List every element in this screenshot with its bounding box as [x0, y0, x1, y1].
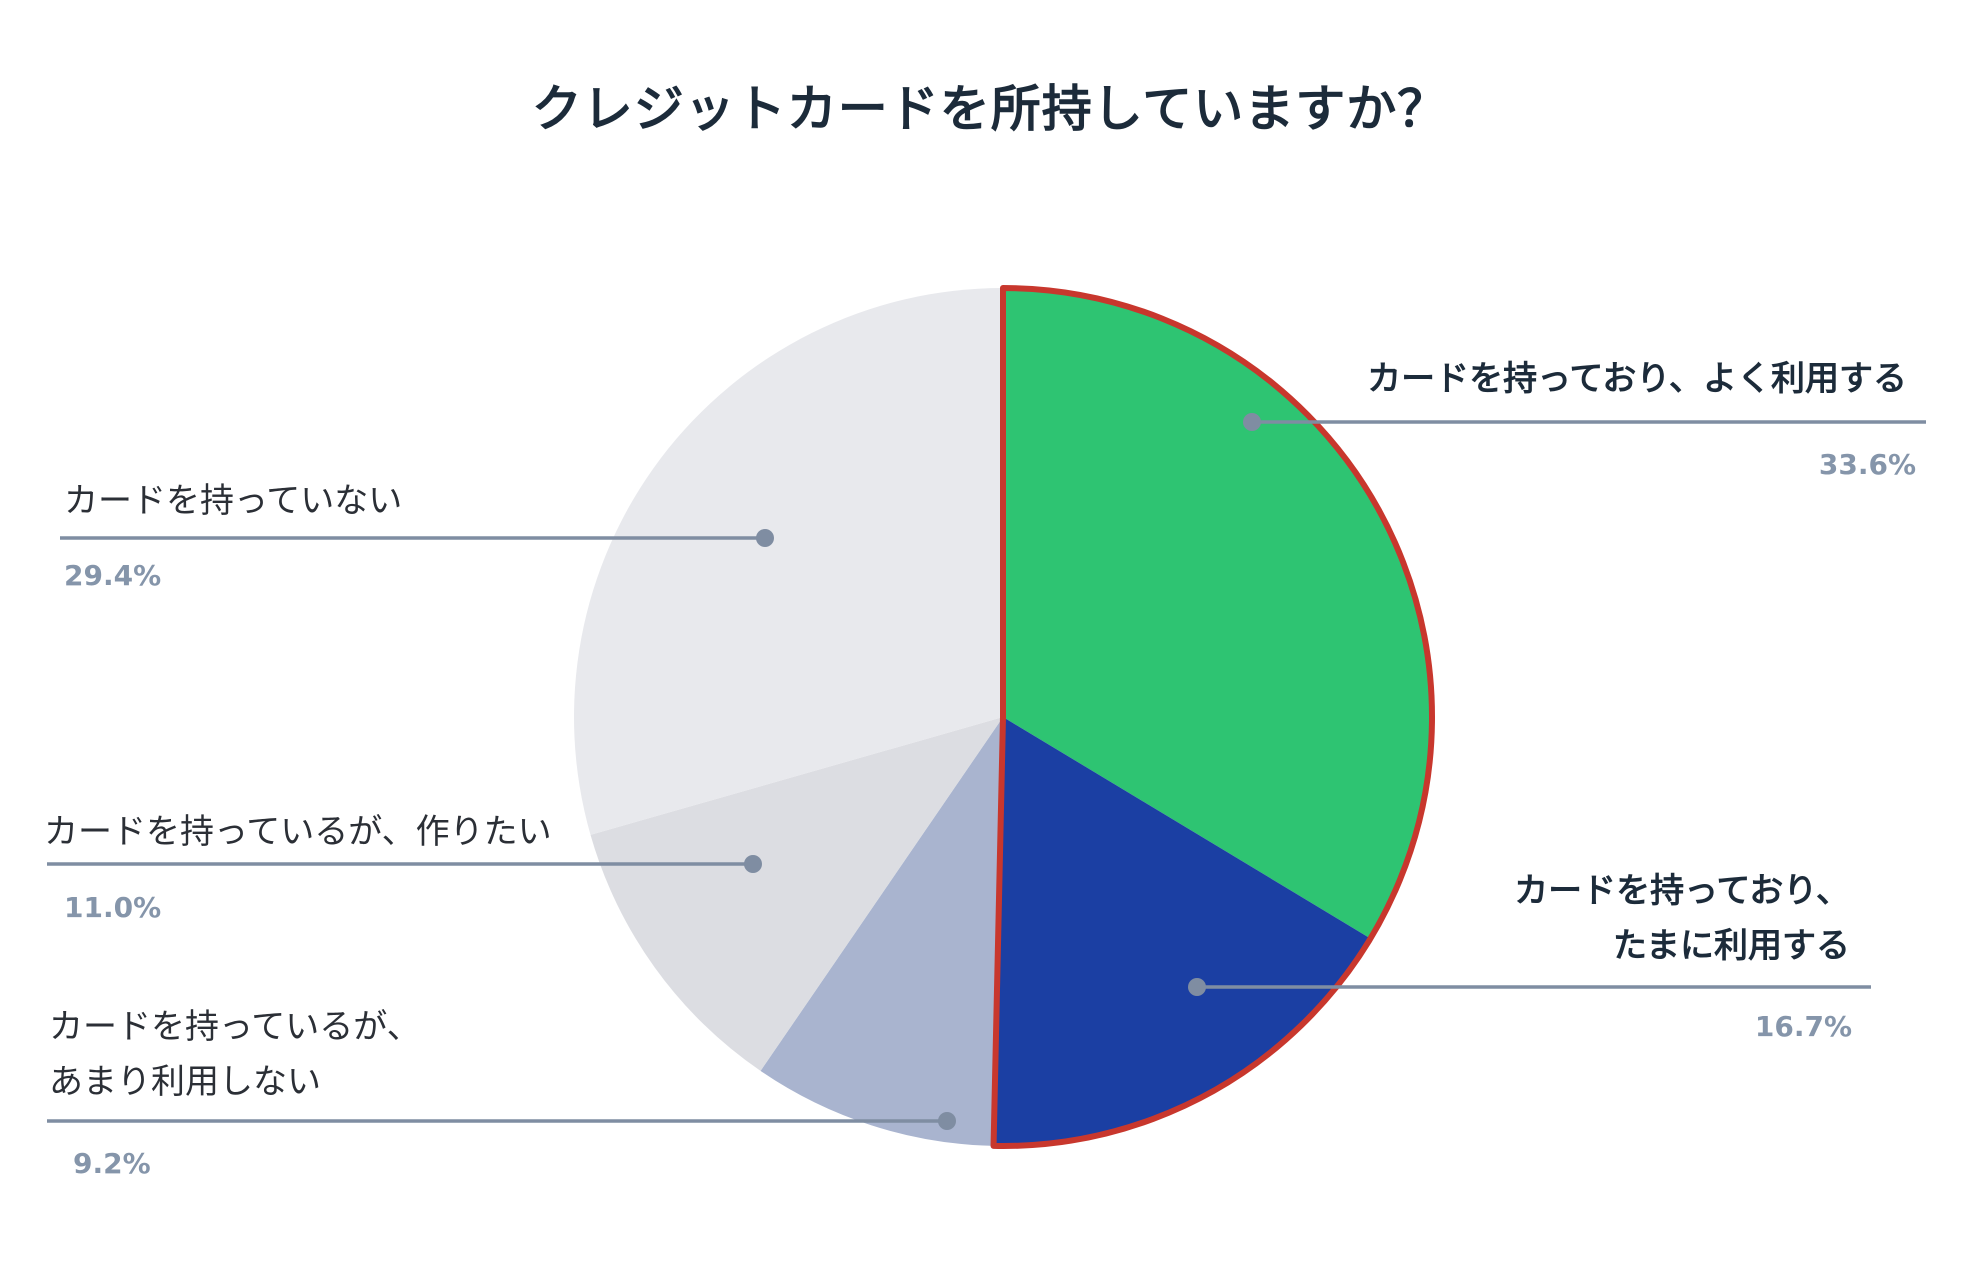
slice-label-line: あまり利用しない: [49, 1062, 321, 1102]
slice-label-use-often: カードを持っており、よく利用する: [1367, 352, 1907, 407]
slice-value-use-often: 33.6%: [1818, 448, 1916, 481]
pie-slice-use-sometimes: [993, 717, 1371, 1146]
slice-label-line: カードを持っていない: [64, 481, 403, 521]
leader-dot-want-to-make: [744, 855, 762, 873]
leader-dot-no-card: [756, 529, 774, 547]
highlight-outline: [990, 285, 1435, 1149]
leader-dot-rarely-use: [938, 1112, 956, 1130]
slice-label-want-to-make: カードを持っているが、作りたい: [44, 805, 552, 860]
leader-dot-use-sometimes: [1188, 978, 1206, 996]
slice-value-use-sometimes: 16.7%: [1754, 1010, 1852, 1043]
slice-value-no-card: 29.4%: [64, 559, 162, 592]
pie-slices: [574, 288, 1433, 1146]
pie-slice-want-to-make: [590, 717, 1003, 1071]
chart-title: クレジットカードを所持していますか？: [531, 80, 1449, 138]
slice-label-line: たまに利用する: [1613, 926, 1850, 966]
slice-value-want-to-make: 11.0%: [64, 891, 162, 924]
slice-label-no-card: カードを持っていない: [64, 474, 402, 529]
pie-slice-rarely-use: [760, 717, 1003, 1146]
slice-label-line: カードを持っているが、作りたい: [44, 812, 552, 852]
leader-dot-use-often: [1243, 413, 1261, 431]
pie-slice-use-often: [1003, 288, 1433, 939]
slice-label-line: カードを持っており、: [1514, 871, 1850, 911]
slice-value-rarely-use: 9.2%: [73, 1147, 151, 1180]
leader-lines: [47, 413, 1926, 1130]
slice-label-rarely-use: カードを持っているが、 あまり利用しない: [49, 1000, 421, 1110]
slice-label-line: カードを持っており、よく利用する: [1367, 359, 1907, 399]
slice-label-line: カードを持っているが、: [49, 1007, 421, 1047]
slice-label-use-sometimes: カードを持っており、 たまに利用する: [1514, 864, 1850, 974]
pie-slice-no-card: [574, 288, 1003, 835]
